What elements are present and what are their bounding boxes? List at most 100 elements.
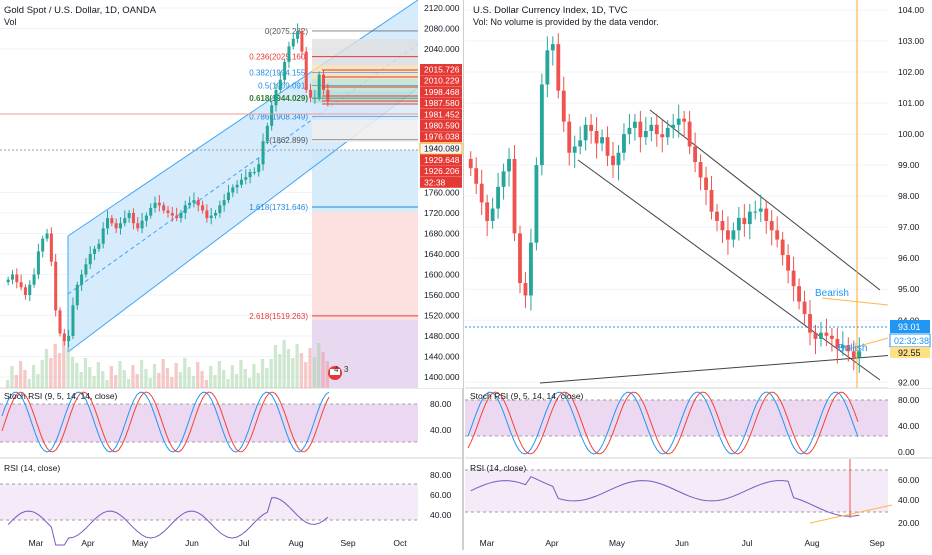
right-grid bbox=[465, 9, 888, 383]
volume-bar bbox=[36, 374, 40, 388]
price-tag bbox=[420, 131, 462, 143]
price-tag-text: 1987.580 bbox=[424, 98, 460, 108]
candle-body bbox=[149, 207, 153, 216]
volume-bar bbox=[291, 358, 295, 388]
candle-body bbox=[589, 124, 594, 131]
price-tag bbox=[420, 75, 462, 87]
left-price-axis-label: 2120.000 bbox=[424, 3, 460, 13]
candle-body bbox=[808, 314, 812, 333]
right-low-tag bbox=[890, 347, 930, 358]
volume-bar bbox=[6, 380, 10, 388]
left-price-axis-label: 1600.000 bbox=[424, 270, 460, 280]
price-tag bbox=[420, 97, 462, 109]
candle-body bbox=[583, 124, 588, 141]
candle-body bbox=[736, 217, 741, 231]
candle-body bbox=[698, 162, 703, 178]
left-price-axis[interactable]: 2120.000 2080.000 2040.000 1760.000 1720.000… bbox=[424, 3, 460, 382]
volume-bar bbox=[79, 372, 83, 388]
left-stoch-axis-80: 80.00 bbox=[430, 399, 452, 409]
left-rsi-axis-80: 80.00 bbox=[430, 470, 452, 480]
left-volume-bars bbox=[6, 339, 329, 388]
month-label: May bbox=[609, 538, 626, 548]
volume-bar bbox=[131, 365, 135, 388]
price-tag-text: 1926.206 bbox=[424, 166, 460, 176]
candle-body bbox=[304, 51, 308, 90]
volume-bar bbox=[92, 376, 96, 388]
candle-body bbox=[291, 38, 295, 47]
month-label: May bbox=[132, 538, 149, 548]
dxy-channel-lower bbox=[577, 159, 881, 381]
triangle-lower-line bbox=[844, 337, 889, 351]
price-tag bbox=[419, 142, 463, 155]
candle-body bbox=[468, 158, 473, 169]
flag-icon bbox=[330, 369, 340, 375]
candle-body bbox=[824, 332, 829, 336]
candle-body bbox=[479, 183, 484, 203]
price-tag-text: 1976.038 bbox=[424, 132, 460, 142]
candle-body bbox=[600, 137, 604, 144]
volume-bar bbox=[209, 366, 213, 388]
candle-body bbox=[507, 158, 511, 172]
candle-body bbox=[676, 118, 681, 125]
candle-body bbox=[578, 140, 583, 147]
candle-body bbox=[326, 90, 330, 101]
right-price-axis-label: 95.00 bbox=[898, 284, 920, 294]
left-price-axis-label: 2080.000 bbox=[424, 24, 460, 34]
left-candles bbox=[6, 23, 330, 348]
fib-level-label: 0.5(1969.091) bbox=[258, 81, 308, 90]
fib-extension-blue-zone bbox=[312, 150, 418, 212]
left-price-axis-label: 1680.000 bbox=[424, 229, 460, 239]
volume-bar bbox=[239, 360, 243, 388]
volume-bar bbox=[243, 369, 247, 388]
left-chart-title: Gold Spot / U.S. Dollar, 1D, OANDA bbox=[4, 5, 157, 16]
month-label: Aug bbox=[804, 538, 819, 548]
candle-body bbox=[218, 205, 222, 213]
volume-bar bbox=[282, 340, 286, 388]
candle-body bbox=[572, 146, 577, 153]
fib-box-5-618 bbox=[312, 91, 418, 103]
left-time-axis[interactable]: Mar Apr May Jun Jul Aug Sep Oct bbox=[29, 538, 408, 548]
candle-body bbox=[235, 184, 239, 188]
right-price-axis-label: 104.00 bbox=[898, 5, 924, 15]
candle-body bbox=[106, 218, 110, 229]
candle-body bbox=[627, 127, 632, 135]
left-stoch-title: Stoch RSI (9, 5, 14, 14, close) bbox=[4, 391, 118, 401]
candle-body bbox=[534, 165, 539, 243]
candle-body bbox=[192, 200, 196, 203]
candle-body bbox=[136, 223, 140, 229]
candle-body bbox=[851, 351, 856, 358]
left-price-tags: 2015.7262010.2291998.4681987.5801981.452… bbox=[419, 64, 463, 188]
right-current-price-text: 93.01 bbox=[898, 322, 921, 332]
candle-body bbox=[496, 186, 501, 209]
candle-body bbox=[252, 172, 256, 173]
volume-bar bbox=[101, 371, 105, 388]
month-label: Sep bbox=[340, 538, 355, 548]
candle-body bbox=[222, 200, 226, 206]
price-tag bbox=[420, 108, 462, 120]
right-time-axis[interactable]: Mar Apr May Jun Jul Aug Sep bbox=[480, 538, 885, 548]
candle-body bbox=[317, 74, 321, 98]
candle-body bbox=[239, 179, 243, 185]
volume-bar bbox=[157, 373, 161, 388]
candle-body bbox=[731, 230, 736, 240]
price-tag-text: 1929.648 bbox=[424, 155, 460, 165]
candle-body bbox=[753, 211, 758, 213]
candle-body bbox=[720, 220, 725, 231]
fib-level-label: 1(1862.899) bbox=[265, 136, 308, 145]
right-price-axis-label: 98.00 bbox=[898, 191, 920, 201]
stoch-d-line bbox=[1, 391, 330, 453]
volume-bar bbox=[57, 353, 62, 388]
candle-body bbox=[41, 238, 45, 252]
volume-bar bbox=[222, 370, 226, 388]
month-label: Sep bbox=[869, 538, 884, 548]
left-price-axis-label: 1720.000 bbox=[424, 208, 460, 218]
volume-bar bbox=[299, 353, 304, 388]
candle-body bbox=[797, 286, 801, 302]
candle-body bbox=[93, 248, 97, 254]
candle-body bbox=[616, 152, 621, 166]
candle-body bbox=[594, 131, 599, 144]
candle-body bbox=[660, 134, 665, 138]
volume-bar bbox=[191, 376, 196, 388]
month-label: Mar bbox=[480, 538, 495, 548]
